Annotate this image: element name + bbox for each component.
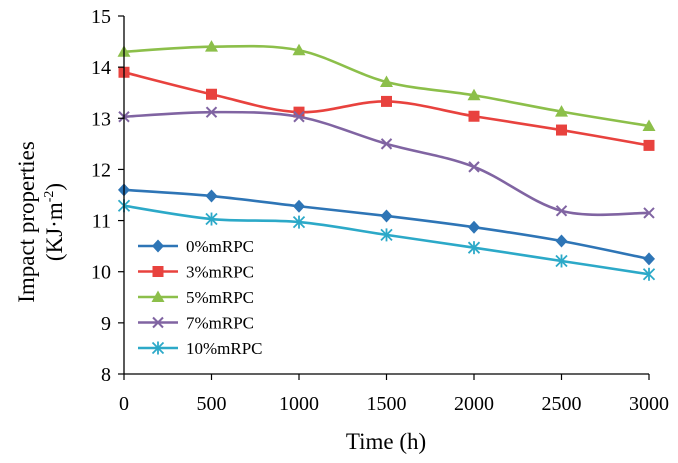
data-point — [643, 252, 655, 266]
series-10%mRPC — [117, 199, 656, 281]
y-tick-label: 11 — [92, 211, 111, 233]
legend-item: 5%mRPC — [138, 288, 254, 307]
legend-item: 3%mRPC — [138, 263, 254, 282]
legend-marker-stroke — [152, 316, 164, 329]
legend-item: 0%mRPC — [138, 237, 254, 256]
data-point — [206, 88, 217, 100]
data-point — [555, 234, 568, 248]
series-0%mRPC — [118, 183, 655, 266]
series-5%mRPC — [117, 40, 656, 131]
y-tick-label: 14 — [91, 57, 111, 79]
data-point — [555, 105, 568, 117]
y-axis-title-base: (KJ·m — [42, 202, 67, 261]
y-tick-label: 12 — [91, 159, 111, 181]
data-point — [468, 161, 480, 173]
data-point — [468, 220, 480, 234]
data-point-stroke — [468, 161, 480, 173]
series-7%mRPC — [118, 106, 655, 219]
data-point-stroke — [205, 106, 218, 118]
data-point — [468, 110, 480, 122]
data-point — [643, 207, 655, 219]
data-point-stroke — [643, 207, 655, 219]
data-point — [380, 209, 393, 223]
y-axis-title: Impact properties (KJ·m-2) — [14, 141, 67, 303]
y-tick-label: 15 — [91, 6, 111, 28]
legend-marker — [152, 316, 164, 329]
data-point — [555, 205, 568, 217]
legend-marker — [152, 266, 164, 277]
ticks-layer: 8 9 10 11 12 13 14 15 0 500 1000 1500 2000 2500 3000 — [91, 6, 669, 415]
legend-label: 10%mRPC — [186, 339, 263, 358]
y-tick-label: 8 — [101, 364, 111, 386]
y-tick-label: 9 — [101, 313, 111, 335]
data-point — [642, 267, 656, 281]
data-point — [381, 95, 392, 107]
data-point — [555, 254, 568, 268]
x-tick-label: 1000 — [279, 393, 319, 415]
data-point — [205, 212, 218, 226]
legend-item: 7%mRPC — [138, 314, 254, 333]
data-point — [292, 43, 306, 56]
data-point — [556, 124, 567, 136]
data-point — [467, 88, 481, 101]
legend-marker — [151, 290, 165, 302]
legend-label: 5%mRPC — [186, 288, 254, 307]
y-tick-label: 10 — [91, 262, 111, 284]
legend-marker — [152, 239, 164, 253]
legend-label: 0%mRPC — [186, 237, 254, 256]
data-point — [205, 40, 218, 52]
legend-marker — [151, 341, 165, 355]
x-axis-title: Time (h) — [346, 429, 426, 454]
legend-item: 10%mRPC — [138, 339, 263, 358]
data-point-stroke — [555, 205, 568, 217]
x-tick-label: 500 — [197, 393, 227, 415]
data-point — [293, 106, 305, 118]
data-point — [205, 189, 218, 203]
data-point — [380, 75, 393, 87]
data-point-stroke — [380, 138, 393, 150]
data-point — [205, 106, 218, 118]
data-point — [293, 111, 305, 123]
data-point — [642, 119, 656, 131]
data-point — [292, 215, 306, 229]
y-axis-title-sup: -2 — [42, 191, 57, 203]
data-point — [380, 228, 393, 242]
data-point — [293, 199, 305, 213]
data-point — [380, 138, 393, 150]
x-tick-label: 3000 — [629, 393, 669, 415]
y-tick-label: 13 — [91, 108, 111, 130]
y-axis-title-line1: Impact properties — [14, 141, 39, 303]
x-tick-label: 1500 — [367, 393, 407, 415]
legend: 0%mRPC 3%mRPC 5%mRPC 7%mRPC 10%mRPC — [138, 237, 263, 358]
legend-label: 3%mRPC — [186, 263, 254, 282]
x-tick-label: 0 — [119, 393, 129, 415]
series-line — [123, 110, 650, 217]
data-point-stroke — [293, 111, 305, 123]
y-axis-title-line2: (KJ·m-2) — [42, 183, 67, 261]
y-axis-title-close: ) — [42, 183, 67, 191]
legend-label: 7%mRPC — [186, 314, 254, 333]
data-point — [643, 139, 655, 151]
data-point — [467, 241, 481, 255]
x-tick-label: 2500 — [542, 393, 582, 415]
x-tick-label: 2000 — [454, 393, 494, 415]
